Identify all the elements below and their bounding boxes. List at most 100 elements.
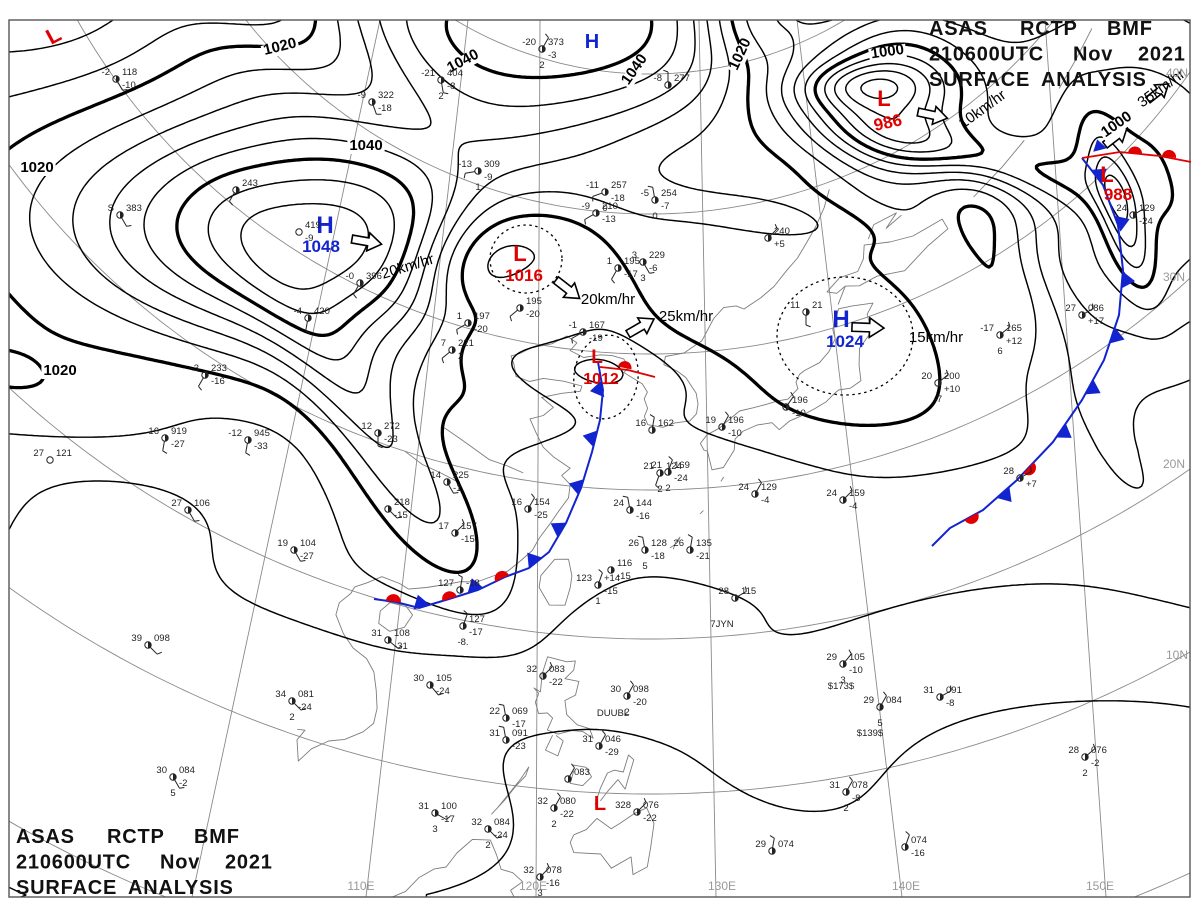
svg-text:20: 20: [921, 371, 932, 382]
svg-text:L: L: [877, 86, 890, 111]
svg-text:-5: -5: [641, 188, 649, 199]
svg-text:-9: -9: [582, 201, 590, 212]
svg-text:-4: -4: [849, 501, 857, 512]
svg-text:2: 2: [289, 712, 294, 723]
svg-text:39: 39: [131, 633, 142, 644]
svg-text:24: 24: [1116, 203, 1127, 214]
svg-text:272: 272: [384, 421, 400, 432]
svg-text:10N: 10N: [1166, 648, 1188, 662]
svg-text:988: 988: [1104, 185, 1132, 204]
svg-text:074: 074: [778, 839, 794, 850]
svg-text:084: 084: [886, 695, 902, 706]
svg-text:225: 225: [453, 470, 469, 481]
svg-text:-8: -8: [946, 698, 954, 709]
svg-text:-10: -10: [728, 428, 742, 439]
svg-text:195: 195: [526, 296, 542, 307]
svg-text:-18: -18: [651, 551, 665, 562]
svg-text:SURFACE: SURFACE: [929, 69, 1030, 91]
svg-text:081: 081: [298, 689, 314, 700]
svg-text:Nov: Nov: [160, 852, 200, 874]
svg-text:196: 196: [728, 415, 744, 426]
svg-text:162: 162: [658, 418, 674, 429]
svg-text:24: 24: [826, 488, 837, 499]
svg-text:130E: 130E: [708, 879, 736, 893]
svg-text:-24: -24: [298, 702, 312, 713]
svg-text:200: 200: [944, 371, 960, 382]
svg-text:-25: -25: [534, 510, 548, 521]
svg-text:309: 309: [484, 159, 500, 170]
svg-text:210600UTC: 210600UTC: [929, 44, 1044, 66]
svg-text:-9: -9: [484, 172, 492, 183]
svg-text:221: 221: [458, 338, 474, 349]
svg-text:104: 104: [300, 538, 316, 549]
svg-text:-22: -22: [560, 809, 574, 820]
svg-text:120E: 120E: [519, 879, 547, 893]
svg-text:19: 19: [705, 415, 716, 426]
svg-text:-20: -20: [522, 37, 536, 48]
svg-text:083: 083: [549, 664, 565, 675]
svg-text:0: 0: [602, 203, 607, 214]
svg-text:229: 229: [649, 250, 665, 261]
svg-text:135: 135: [696, 538, 712, 549]
svg-text:218: 218: [394, 497, 410, 508]
svg-text:BMF: BMF: [194, 826, 240, 848]
svg-text:1024: 1024: [826, 332, 864, 351]
svg-text:078: 078: [546, 865, 562, 876]
svg-text:-18: -18: [466, 578, 480, 589]
svg-text:2: 2: [539, 60, 544, 71]
svg-text:Nov: Nov: [1073, 44, 1113, 66]
svg-text:-29: -29: [605, 747, 619, 758]
svg-text:32: 32: [537, 796, 548, 807]
svg-text:1: 1: [457, 311, 462, 322]
svg-text:129: 129: [1139, 203, 1155, 214]
svg-text:ASAS: ASAS: [929, 18, 988, 40]
svg-text:29: 29: [863, 695, 874, 706]
svg-text:-10: -10: [849, 665, 863, 676]
svg-text:2: 2: [665, 483, 670, 494]
svg-text:420: 420: [314, 306, 330, 317]
svg-text:-16: -16: [636, 511, 650, 522]
svg-text:16: 16: [148, 426, 159, 437]
svg-text:2021: 2021: [225, 852, 273, 874]
svg-text:-2: -2: [102, 67, 110, 78]
svg-text:116: 116: [617, 558, 632, 569]
svg-text:076: 076: [643, 800, 659, 811]
svg-text:154: 154: [534, 497, 550, 508]
svg-text:-10: -10: [122, 80, 136, 91]
svg-text:31: 31: [923, 685, 934, 696]
svg-text:233: 233: [211, 363, 227, 374]
svg-text:34: 34: [275, 689, 286, 700]
svg-text:196: 196: [792, 395, 808, 406]
svg-text:1: 1: [595, 596, 600, 607]
svg-text:046: 046: [605, 734, 621, 745]
svg-text:127: 127: [438, 578, 454, 589]
svg-text:14: 14: [430, 470, 441, 481]
svg-text:069: 069: [512, 706, 528, 717]
svg-text:20km/hr: 20km/hr: [581, 291, 635, 308]
svg-text:-1: -1: [569, 320, 577, 331]
svg-text:-19: -19: [589, 333, 603, 344]
svg-text:-2: -2: [1091, 758, 1099, 769]
svg-text:ANALYSIS: ANALYSIS: [128, 877, 234, 899]
svg-text:076: 076: [1091, 745, 1107, 756]
svg-text:-24: -24: [1139, 216, 1153, 227]
svg-text:2: 2: [458, 351, 463, 362]
svg-text:L: L: [594, 793, 606, 815]
svg-text:100: 100: [441, 801, 457, 812]
svg-text:322: 322: [378, 90, 394, 101]
svg-text:118: 118: [122, 67, 137, 78]
svg-text:DUUBL: DUUBL: [597, 708, 629, 719]
svg-text:-8: -8: [447, 81, 455, 92]
svg-text:144: 144: [636, 498, 652, 509]
svg-text:31: 31: [371, 628, 382, 639]
svg-text:32: 32: [526, 664, 537, 675]
svg-text:091: 091: [512, 728, 528, 739]
svg-text:2: 2: [485, 840, 490, 851]
svg-text:240: 240: [774, 226, 790, 237]
svg-text:-27: -27: [300, 551, 314, 562]
svg-text:7: 7: [441, 338, 446, 349]
svg-text:-15: -15: [617, 571, 631, 582]
svg-text:169: 169: [674, 460, 690, 471]
svg-text:105: 105: [849, 652, 865, 663]
svg-text:-20: -20: [526, 309, 540, 320]
